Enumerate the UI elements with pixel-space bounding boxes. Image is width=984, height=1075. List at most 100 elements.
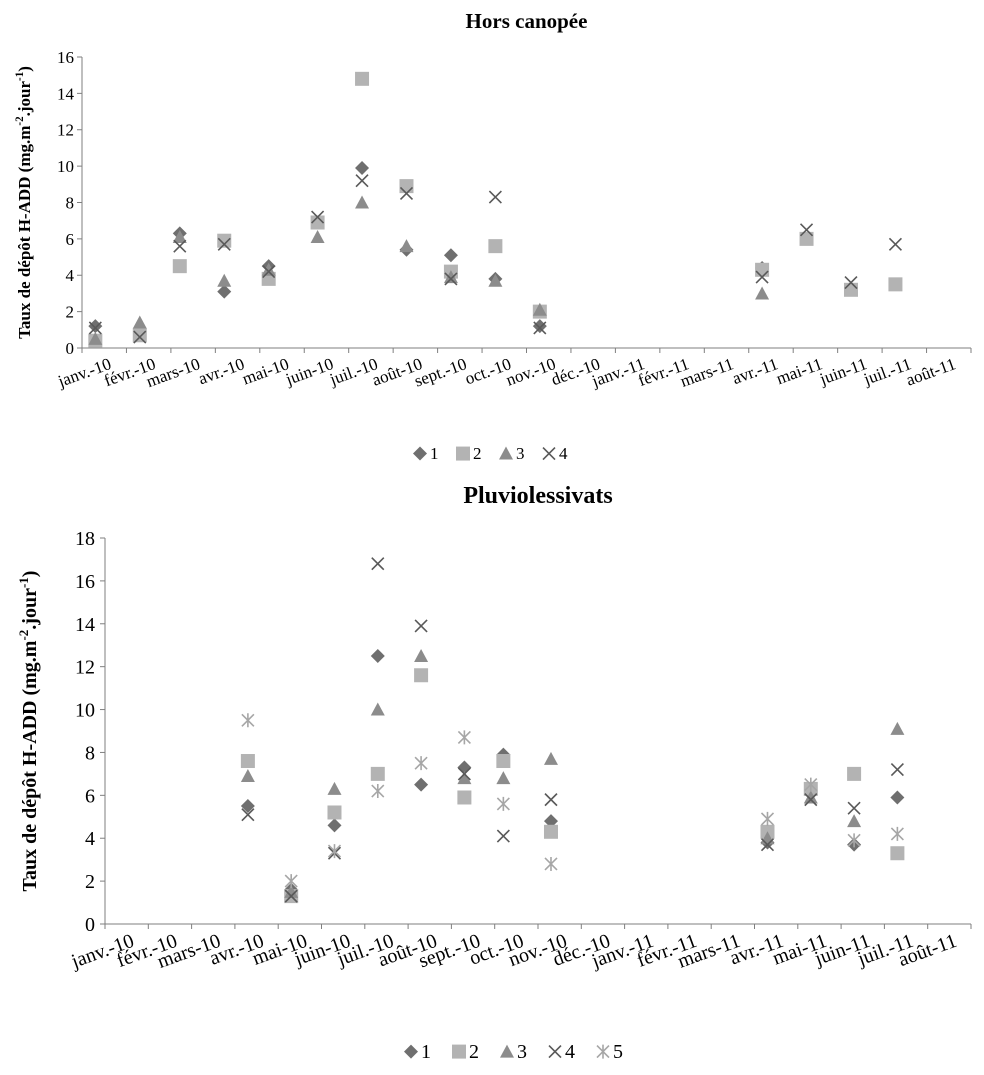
- legend-marker-1: [404, 1044, 418, 1059]
- y-axis-title-part: ): [19, 571, 41, 578]
- legend: 1 2 3 4 5: [404, 1041, 623, 1063]
- x-tick-label: août-11: [904, 354, 959, 389]
- y-tick-label: 8: [85, 742, 95, 764]
- y-axis-title: Taux de dépôt H-ADD (mg.m-2.jour-1): [14, 66, 34, 339]
- data-point-series-4: [844, 275, 858, 290]
- legend-marker-2: [452, 1044, 466, 1059]
- y-axis-title-part: Taux de dépôt H-ADD (mg.m: [19, 640, 41, 891]
- data-point-series-2: [370, 766, 385, 781]
- legend-marker-4: [542, 446, 556, 461]
- y-tick-label: 12: [75, 657, 95, 679]
- data-point-series-5: [804, 777, 818, 792]
- data-point-series-3: [217, 273, 232, 287]
- data-point-series-4: [457, 767, 471, 781]
- legend-marker-2: [456, 446, 470, 461]
- data-point-series-4: [760, 838, 775, 852]
- data-point-series-2: [847, 766, 862, 781]
- y-tick-label: 4: [85, 828, 95, 850]
- chart-1: Hors canopée0246810121416janv.-10févr.-1…: [14, 9, 972, 463]
- data-point-series-4: [804, 793, 818, 807]
- data-point-series-4: [311, 210, 325, 224]
- y-axis-title-part: ): [15, 66, 34, 72]
- data-point-series-3: [532, 302, 547, 316]
- y-axis-title-part: -1: [16, 577, 31, 588]
- data-point-series-1: [327, 818, 342, 833]
- chart-2: Pluviolessivats024681012141618janv.-10fé…: [16, 483, 972, 1063]
- legend: 1 2 3 4: [413, 444, 568, 463]
- legend-item-2: 2: [456, 444, 482, 463]
- data-point-series-3: [370, 702, 385, 716]
- series-1: [88, 160, 770, 334]
- data-point-series-4: [890, 763, 904, 777]
- legend-label: 2: [469, 1041, 479, 1063]
- y-tick-label: 10: [75, 700, 95, 722]
- legend-label: 3: [517, 1041, 527, 1063]
- data-point-series-4: [88, 321, 102, 335]
- y-tick-label: 4: [66, 266, 75, 285]
- data-point-series-5: [847, 833, 861, 848]
- y-tick-label: 16: [57, 48, 74, 67]
- legend-marker-3: [499, 446, 513, 460]
- data-point-series-3: [284, 884, 299, 898]
- data-point-series-1: [532, 319, 547, 334]
- data-point-series-3: [399, 239, 414, 253]
- data-point-series-5: [457, 730, 471, 745]
- legend-item-2: 2: [452, 1041, 479, 1063]
- data-point-series-5: [544, 856, 558, 871]
- data-point-series-2: [496, 754, 511, 769]
- data-point-series-1: [890, 790, 905, 805]
- series-3: [240, 648, 905, 898]
- data-point-series-2: [217, 233, 232, 248]
- data-point-series-2: [240, 754, 255, 769]
- data-point-series-5: [241, 713, 255, 728]
- y-tick-label: 0: [85, 914, 95, 936]
- data-point-series-1: [443, 248, 458, 263]
- series-5: [241, 713, 904, 889]
- data-point-series-4: [488, 190, 502, 204]
- legend-item-1: 1: [413, 444, 439, 463]
- y-tick-label: 14: [75, 614, 95, 636]
- legend-label: 1: [430, 444, 439, 463]
- y-tick-label: 16: [75, 571, 95, 593]
- data-point-series-5: [760, 811, 775, 826]
- legend-marker-3: [500, 1044, 514, 1058]
- legend-label: 4: [565, 1041, 575, 1063]
- data-point-series-1: [240, 799, 255, 814]
- legend-item-4: 4: [548, 1041, 575, 1063]
- data-point-series-4: [133, 330, 147, 344]
- legend-label: 2: [473, 444, 482, 463]
- data-point-series-4: [533, 321, 547, 335]
- series-4: [241, 557, 904, 903]
- data-point-series-2: [310, 215, 325, 230]
- data-point-series-2: [132, 328, 147, 343]
- data-point-series-4: [414, 619, 428, 633]
- x-tick-label: avr.-11: [730, 354, 781, 388]
- data-point-series-3: [847, 814, 862, 828]
- data-point-series-2: [414, 668, 429, 683]
- data-point-series-4: [755, 270, 769, 284]
- legend-item-3: 3: [500, 1041, 527, 1063]
- legend-item-3: 3: [499, 444, 525, 463]
- data-point-series-3: [443, 270, 458, 284]
- y-tick-label: 18: [75, 528, 95, 550]
- data-point-series-4: [371, 557, 385, 571]
- y-tick-label: 6: [85, 785, 95, 807]
- data-point-series-3: [755, 286, 770, 300]
- data-point-series-3: [803, 790, 818, 804]
- data-point-series-2: [355, 71, 370, 86]
- y-tick-label: 2: [85, 871, 95, 893]
- legend-item-1: 1: [404, 1041, 431, 1063]
- y-tick-label: 14: [57, 84, 75, 103]
- y-axis-title-part: Taux de dépôt H-ADD (mg.m: [15, 126, 34, 339]
- data-point-series-3: [172, 230, 187, 244]
- data-point-series-4: [444, 272, 458, 286]
- data-point-series-2: [457, 790, 472, 805]
- data-point-series-3: [261, 262, 276, 276]
- data-point-series-3: [132, 315, 147, 329]
- data-point-series-4: [241, 808, 255, 822]
- legend-label: 4: [559, 444, 568, 463]
- series-3: [88, 195, 770, 345]
- data-point-series-4: [847, 801, 861, 815]
- y-tick-label: 12: [57, 121, 74, 140]
- legend-item-5: 5: [596, 1041, 623, 1063]
